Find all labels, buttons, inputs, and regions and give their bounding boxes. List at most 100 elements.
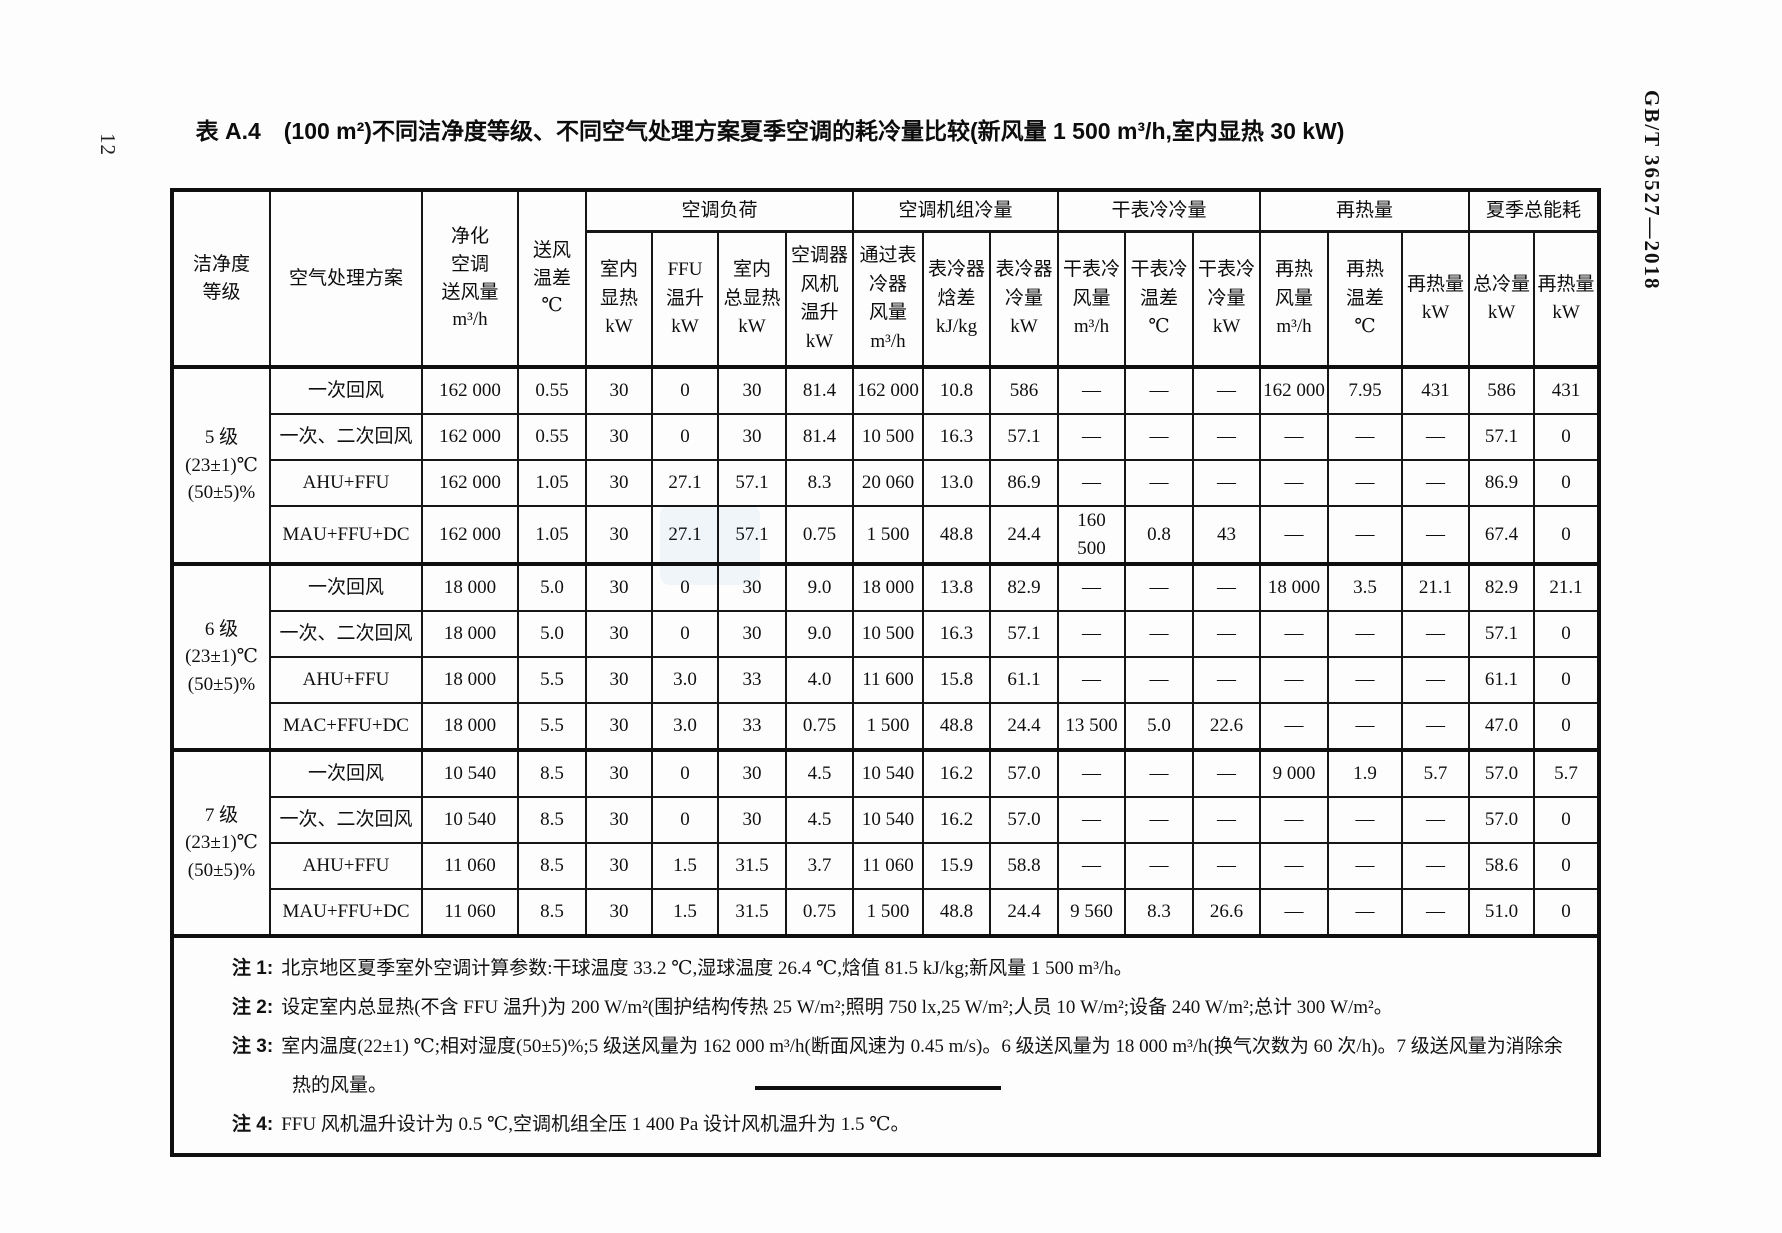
value-cell: 11 060 [421,842,519,891]
value-cell: — [1057,413,1127,461]
table-row: AHU+FFU 18 000 5.5 30 3.0 33 4.0 11 600 15.8 61.1… [172,656,1601,705]
header-line: (23±1)℃ [185,832,258,854]
header-subcolumn: 干表冷 风量 m³/h [1057,230,1127,369]
value-cell: 47.0 [1468,702,1536,752]
header-cleanliness-class: 洁净度 等级 [171,189,271,369]
value-cell: 33 [717,656,787,705]
value-cell: 10 540 [852,796,925,845]
value-cell: 8.5 [517,842,587,891]
header-line: 焓差 [937,287,976,309]
header-line: FFU [667,259,703,281]
value-cell: — [1192,656,1262,705]
cleanliness-class-cell: 5 级 (23±1)℃ (50±5)% [171,364,271,566]
header-line: m³/h [1073,316,1110,338]
value-cell: 4.5 [784,796,855,845]
table-row: MAC+FFU+DC 18 000 5.5 30 3.0 33 0.75 1 500 48.8 2… [172,702,1601,752]
value-cell: 43 [1192,504,1262,566]
header-line: m³/h [452,309,488,331]
value-cell: 0.55 [517,413,587,461]
value-cell: — [1057,842,1127,891]
header-line: kW [1212,316,1241,338]
header-line: m³/h [1276,316,1312,338]
value-cell: 1.5 [651,842,719,891]
header-line: m³/h [870,330,906,352]
value-cell: — [1192,842,1262,891]
value-cell: 27.1 [651,504,719,566]
header-group-2: 干表冷冷量 [1057,189,1262,233]
value-cell: 30 [717,413,787,461]
value-cell: 18 000 [421,656,519,705]
value-cell: — [1192,562,1262,613]
value-cell: 30 [585,413,653,461]
note-label: 注 4: [232,1113,274,1135]
value-cell: 162 000 [421,413,519,461]
value-cell: — [1124,796,1195,845]
value-cell: — [1192,365,1262,415]
value-cell: 162 000 [421,459,519,507]
value-cell: 57.0 [1468,748,1536,799]
value-cell: 5.0 [1124,702,1195,752]
value-cell: 5.5 [517,702,587,752]
value-cell: — [1057,365,1127,415]
value-cell: 48.8 [922,702,992,752]
value-cell: 8.5 [517,748,587,799]
value-cell: — [1401,702,1471,752]
value-cell: — [1401,842,1471,891]
value-cell: 30 [585,459,653,507]
value-cell: 0 [1533,610,1601,659]
table-row: MAU+FFU+DC 11 060 8.5 30 1.5 31.5 0.75 1 500 48.… [172,888,1601,938]
value-cell: — [1327,842,1404,891]
scheme-cell: MAU+FFU+DC [269,504,423,566]
value-cell: 1.05 [517,504,587,566]
value-cell: 16.2 [922,796,992,845]
header-line: 净化 [450,226,489,248]
header-line: ℃ [541,295,563,317]
value-cell: — [1124,459,1195,507]
scheme-cell: AHU+FFU [269,656,423,705]
header-subcolumn: 室内 显热 kW [585,230,653,369]
value-cell: — [1124,365,1195,415]
value-cell: 30 [585,504,653,566]
value-cell: — [1192,610,1262,659]
value-cell: — [1259,413,1330,461]
value-cell: — [1057,562,1127,613]
value-cell: 10.8 [922,365,992,415]
value-cell: — [1259,796,1330,845]
value-cell: — [1327,610,1404,659]
value-cell: 15.9 [922,842,992,891]
header-line: 总冷量 [1473,273,1531,295]
value-cell: 30 [585,888,653,938]
value-cell: — [1259,459,1330,507]
header-line: 表冷器 [995,259,1053,281]
table-row: 一次、二次回风 162 000 0.55 30 0 30 81.4 10 500 16.3 57.… [172,413,1601,461]
table-note: 注 2: 设定室内总显热(不含 FFU 温升)为 200 W/m²(围护结构传热 … [174,989,1573,1028]
value-cell: 30 [717,365,787,415]
header-line: 温差 [1140,287,1179,309]
value-cell: 57.0 [989,748,1060,799]
header-air-treatment-scheme: 空气处理方案 [269,189,423,369]
value-cell: — [1259,656,1330,705]
value-cell: 0 [651,610,719,659]
note-label: 注 1: [232,958,274,980]
value-cell: 586 [1468,365,1536,415]
value-cell: 0 [1533,796,1601,845]
cleanliness-class-cell: 7 级 (23±1)℃ (50±5)% [171,748,271,938]
header-subcolumn: FFU 温升 kW [651,230,719,369]
header-line: kJ/kg [935,316,978,338]
value-cell: 16.3 [922,610,992,659]
value-cell: 10 540 [421,796,519,845]
header-line: 表冷器 [928,259,986,281]
value-cell: — [1057,796,1127,845]
value-cell: — [1327,796,1404,845]
value-cell: 30 [585,842,653,891]
value-cell: 4.5 [784,748,855,799]
header-line: 冷量 [1005,287,1044,309]
header-subcolumn: 再热量 kW [1533,230,1601,369]
header-supply-air-temp-diff: 送风 温差 ℃ [517,189,587,369]
note-text: 室内温度(22±1) ℃;相对湿度(50±5)%;5 级送风量为 162 000… [281,1035,1563,1096]
header-group-3: 再热量 [1259,189,1471,233]
value-cell: 9 560 [1057,888,1127,938]
header-line: 风量 [1072,287,1111,309]
header-line: 冷器 [869,273,908,295]
header-line: 再热量 [1407,273,1465,295]
